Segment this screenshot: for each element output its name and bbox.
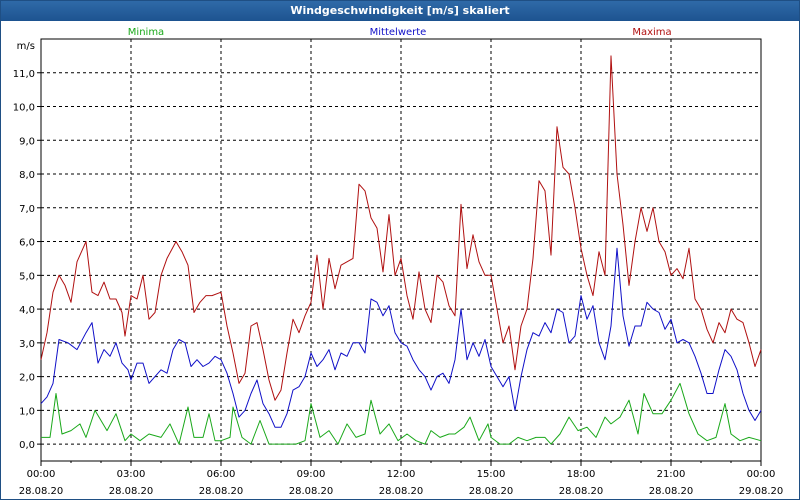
x-tick-time: 15:00 (477, 469, 506, 480)
y-tick-label: 0,0 (19, 440, 35, 451)
y-tick-label: 2,0 (19, 373, 35, 384)
y-tick-label: 1,0 (19, 406, 35, 417)
x-tick-time: 12:00 (387, 469, 416, 480)
series-line-mittelwerte (40, 247, 762, 428)
series-line-maxima (40, 55, 762, 401)
x-tick-date: 28.08.20 (19, 486, 64, 497)
x-tick-date: 28.08.20 (289, 486, 334, 497)
x-tick-date: 28.08.20 (469, 486, 514, 497)
x-tick-date: 28.08.20 (109, 486, 154, 497)
x-tick-time: 09:00 (297, 469, 326, 480)
y-tick-label: 11,0 (13, 69, 35, 80)
y-tick-label: 6,0 (19, 238, 35, 249)
y-tick-label: 10,0 (13, 103, 35, 114)
x-tick-date: 29.08.20 (739, 486, 784, 497)
window-title: Windgeschwindigkeit [m/s] skaliert (1, 1, 799, 21)
x-tick-date: 28.08.20 (649, 486, 694, 497)
legend-maxima: Maxima (632, 27, 671, 38)
y-tick-label: 5,0 (19, 271, 35, 282)
y-tick-label: 3,0 (19, 339, 35, 350)
x-tick-time: 03:00 (117, 469, 146, 480)
x-tick-time: 00:00 (747, 469, 776, 480)
y-tick-label: 7,0 (19, 204, 35, 215)
wind-speed-chart: 0,0 1,0 2,0 3,0 4,0 5,0 6,0 7,0 8,0 9,0 10,0 11,0 m/… (13, 27, 784, 497)
x-tick-date: 28.08.20 (559, 486, 604, 497)
y-tick-label: 8,0 (19, 170, 35, 181)
y-tick-label: 4,0 (19, 305, 35, 316)
x-tick-time: 00:00 (27, 469, 56, 480)
y-axis-unit: m/s (17, 41, 35, 52)
y-tick-label: 9,0 (19, 136, 35, 147)
x-tick-time: 18:00 (567, 469, 596, 480)
legend-minima: Minima (128, 27, 164, 38)
series-line-minima (41, 382, 762, 445)
legend-mittelwerte: Mittelwerte (370, 27, 427, 38)
x-tick-date: 28.08.20 (199, 486, 244, 497)
x-tick-time: 21:00 (657, 469, 686, 480)
x-tick-time: 06:00 (207, 469, 236, 480)
x-tick-date: 28.08.20 (379, 486, 424, 497)
